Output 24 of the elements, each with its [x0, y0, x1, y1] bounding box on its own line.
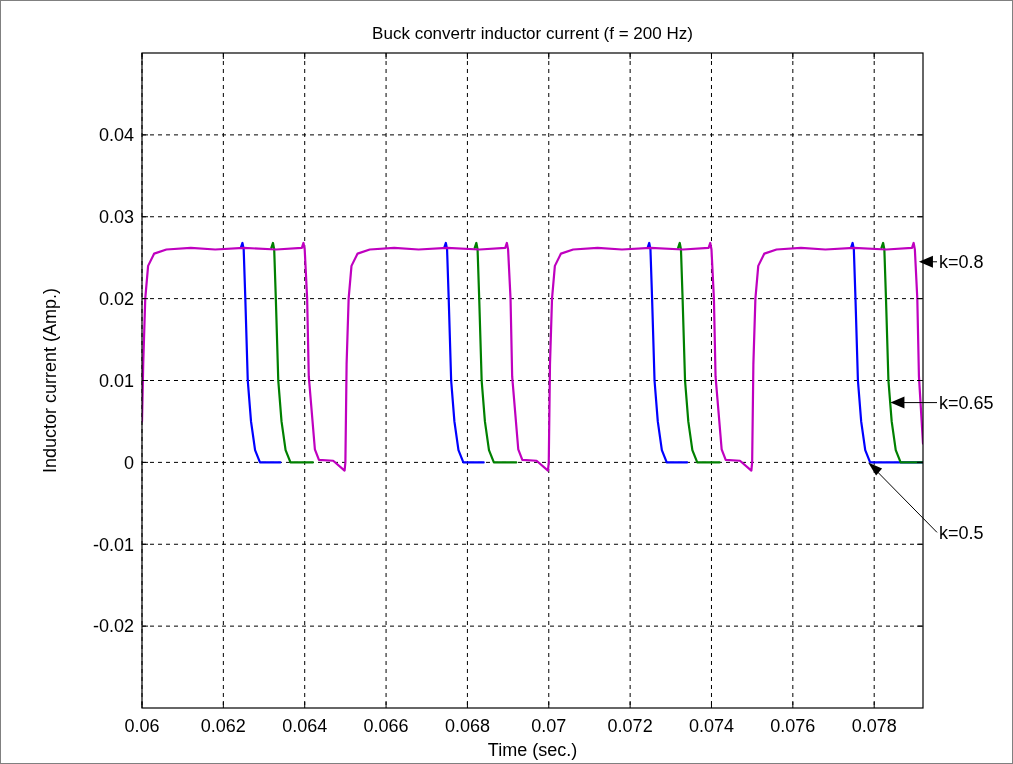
- x-tick-label: 0.066: [363, 716, 409, 736]
- x-tick-label: 0.07: [531, 716, 567, 736]
- y-tick-label: 0.03: [98, 207, 134, 228]
- y-tick-label: 0.04: [98, 125, 134, 146]
- x-tick-label: 0.068: [444, 716, 490, 736]
- x-tick-label: 0.072: [607, 716, 653, 736]
- x-axis-title: Time (sec.): [487, 740, 578, 760]
- annotation: k=0.65: [939, 392, 994, 413]
- y-tick-label: 0.01: [98, 370, 134, 391]
- annotation: k=0.5: [939, 522, 984, 543]
- x-tick-label: 0.078: [851, 716, 897, 736]
- x-tick-label: 0.062: [200, 716, 246, 736]
- y-tick-label: -0.02: [92, 616, 134, 637]
- y-axis-title: Inductor current (Amp.): [40, 287, 60, 474]
- y-tick-label: -0.01: [92, 534, 134, 555]
- y-tick-label: 0: [123, 452, 134, 473]
- x-tick-label: 0.06: [124, 716, 160, 736]
- chart-title: Buck convertr inductor current (f = 200 Hz): [372, 24, 693, 43]
- y-tick-label: 0.02: [98, 288, 134, 309]
- x-tick-label: 0.076: [770, 716, 816, 736]
- annotation: k=0.8: [939, 252, 984, 273]
- x-tick-label: 0.074: [688, 716, 734, 736]
- x-tick-label: 0.064: [282, 716, 328, 736]
- line-series: [142, 241, 923, 472]
